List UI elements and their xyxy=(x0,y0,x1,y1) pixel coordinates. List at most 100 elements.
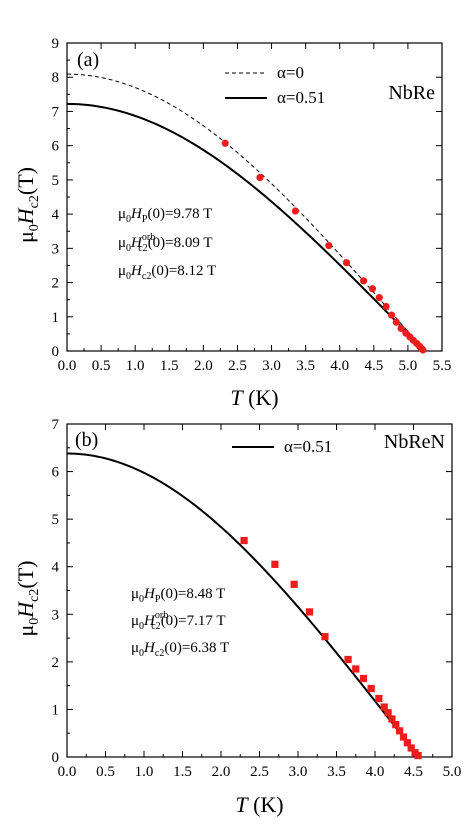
panel-a: 0.0 0.5 1.0 1.5 2.0 2.5 3.0 3.5 4.0 4.5 5.0 5.5 0 1 2 3… xyxy=(13,36,451,410)
annotation-value: (0)=7.17 T xyxy=(161,613,226,629)
y-axis-h: H xyxy=(13,601,38,619)
annotation-text: μ0Hc2(0)=6.38 T xyxy=(131,640,229,659)
x-axis-label: T (K) xyxy=(230,385,278,410)
x-tick-label: 2.0 xyxy=(194,358,213,374)
superscript-orb: orb xyxy=(155,610,168,621)
y-axis-unit: (T) xyxy=(13,561,38,589)
x-tick-label: 0.5 xyxy=(92,358,111,374)
y-tick-label: 3 xyxy=(52,241,60,257)
panel-b: 0.0 0.5 1.0 1.5 2.0 2.5 3.0 3.5 4.0 4.5 5.0 0 1 2 3 4 5 6… xyxy=(13,417,461,817)
subscript-0: 0 xyxy=(139,621,144,632)
annotation-text: μ0Horb c2(0)=7.17 T xyxy=(131,610,226,632)
data-point xyxy=(392,721,400,729)
x-tick-label: 3.0 xyxy=(262,358,281,374)
x-tick-label: 1.5 xyxy=(160,358,179,374)
fit-curve-solid xyxy=(66,452,420,758)
x-tick-label: 3.5 xyxy=(327,764,346,780)
data-point xyxy=(375,294,383,302)
h-symbol: H xyxy=(130,263,143,279)
x-tick-label: 4.5 xyxy=(404,764,423,780)
x-tick-label: 2.0 xyxy=(212,764,231,780)
y-tick-label: 0 xyxy=(52,750,60,766)
y-tick-label: 2 xyxy=(52,655,60,671)
x-axis-unit: (K) xyxy=(243,385,279,410)
data-point xyxy=(305,608,314,616)
x-tick-label: 0.0 xyxy=(58,764,77,780)
data-point xyxy=(291,207,300,215)
x-tick-label: 2.5 xyxy=(250,764,269,780)
subscript-label: P xyxy=(142,214,148,225)
data-point xyxy=(290,580,298,588)
y-axis-mu: μ xyxy=(13,625,38,637)
y-tick-label: 8 xyxy=(52,70,60,86)
data-point xyxy=(380,703,388,711)
data-point xyxy=(399,733,408,741)
h-symbol: H xyxy=(143,640,156,656)
y-tick-label: 1 xyxy=(52,310,60,326)
subscript-label: c2 xyxy=(138,243,147,254)
x-tick-label: 1.0 xyxy=(126,358,145,374)
x-tick-label: 3.5 xyxy=(296,358,315,374)
x-axis-symbol: T xyxy=(230,385,244,410)
mu-symbol: μ xyxy=(131,586,139,602)
legend-label: α=0 xyxy=(277,63,304,82)
annotation-value: (0)=8.12 T xyxy=(151,263,216,279)
data-point xyxy=(403,739,411,747)
x-axis-unit: (K) xyxy=(248,792,284,817)
subscript-label: c2 xyxy=(155,648,164,659)
y-tick-label: 7 xyxy=(52,417,60,433)
data-point xyxy=(382,302,390,311)
x-tick-label: 4.0 xyxy=(366,764,385,780)
annotation-text: μ0Horb c2(0)=8.09 T xyxy=(118,232,213,254)
data-point xyxy=(367,684,375,693)
h-symbol: H xyxy=(130,206,143,222)
data-point xyxy=(368,285,377,293)
h-symbol: H xyxy=(143,613,156,629)
superscript-orb: orb xyxy=(142,232,155,243)
x-tick-label: 5.0 xyxy=(443,764,462,780)
data-point xyxy=(342,259,351,267)
data-point xyxy=(344,655,352,664)
sample-name: NbReN xyxy=(384,431,445,453)
data-point xyxy=(397,324,405,333)
subscript-label: c2 xyxy=(151,621,160,632)
x-tick-label: 4.0 xyxy=(330,358,349,374)
subscript-0: 0 xyxy=(126,243,131,254)
mu-symbol: μ xyxy=(131,613,139,629)
data-point xyxy=(392,318,400,326)
data-point xyxy=(352,665,360,673)
plot-frame xyxy=(66,423,453,758)
panel-label: (a) xyxy=(77,49,99,71)
subscript-0: 0 xyxy=(126,271,131,282)
y-tick-label: 2 xyxy=(52,276,60,292)
data-point xyxy=(321,633,329,641)
subscript-0: 0 xyxy=(139,594,144,605)
x-tick-label: 5.0 xyxy=(399,358,418,374)
subscript-0: 0 xyxy=(139,648,144,659)
y-axis-sub0: 0 xyxy=(27,618,42,625)
x-tick-label: 5.5 xyxy=(433,358,452,374)
x-tick-label: 1.5 xyxy=(173,764,192,780)
y-axis-subc2: c2 xyxy=(27,589,42,602)
data-point xyxy=(414,751,422,760)
legend-label: α=0.51 xyxy=(284,437,332,456)
subscript-label: P xyxy=(155,594,161,605)
x-tick-label: 2.5 xyxy=(228,358,247,374)
data-point xyxy=(221,139,229,147)
sample-name: NbRe xyxy=(388,82,435,104)
x-axis-symbol: T xyxy=(235,792,249,817)
y-axis-label: μ0Hc2(T) xyxy=(13,561,42,637)
mu-symbol: μ xyxy=(118,206,126,222)
x-axis-label: T (K) xyxy=(235,792,283,817)
data-point xyxy=(256,173,264,182)
x-tick-label: 4.5 xyxy=(364,358,383,374)
data-point xyxy=(325,241,333,250)
data-point xyxy=(419,346,427,354)
data-point xyxy=(396,727,404,735)
data-point xyxy=(388,715,396,723)
legend-label: α=0.51 xyxy=(277,88,325,107)
annotation-text: μ0HP(0)=9.78 T xyxy=(118,206,212,225)
data-point xyxy=(359,674,368,683)
y-axis-h: H xyxy=(13,207,38,225)
